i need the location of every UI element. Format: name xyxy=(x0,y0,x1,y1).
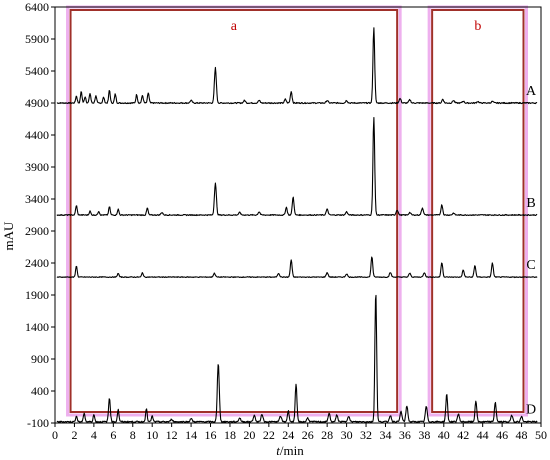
x-tick-label: 18 xyxy=(224,428,236,442)
region-box-b xyxy=(431,9,525,413)
x-tick-label: 24 xyxy=(282,428,294,442)
x-tick-label: 34 xyxy=(379,428,391,442)
y-tick-label: 5900 xyxy=(25,32,49,46)
trace-A xyxy=(56,27,538,105)
y-tick-label: 4900 xyxy=(25,96,49,110)
series-label-D: D xyxy=(526,403,536,418)
x-tick-label: 40 xyxy=(438,428,450,442)
region-label-a: a xyxy=(231,19,238,34)
x-tick-label: 28 xyxy=(321,428,333,442)
y-tick-label: 2400 xyxy=(25,256,49,270)
region-box-a xyxy=(69,9,399,413)
x-tick-label: 26 xyxy=(302,428,314,442)
y-tick-label: 5400 xyxy=(25,64,49,78)
x-tick-label: 16 xyxy=(205,428,217,442)
x-tick-label: 4 xyxy=(91,428,97,442)
plot-frame xyxy=(54,6,542,424)
x-tick-label: 14 xyxy=(185,428,197,442)
x-tick-label: 42 xyxy=(457,428,469,442)
axes-layer: 0 2 4 6 8 10 12 14 16 18 20 22 24 26 28 30 32 34 36 38 40 42 4… xyxy=(25,0,547,442)
region-label-b: b xyxy=(474,19,481,34)
x-tick-label: 36 xyxy=(399,428,411,442)
region-boxes-layer xyxy=(66,5,529,417)
x-tick-label: 8 xyxy=(130,428,136,442)
x-tick-label: 38 xyxy=(418,428,430,442)
y-tick-label: 1400 xyxy=(25,320,49,334)
x-tick-label: 2 xyxy=(71,428,77,442)
x-axis-label-unit: /min xyxy=(280,443,304,458)
x-tick-label: 6 xyxy=(110,428,116,442)
x-axis-label: t/min xyxy=(276,443,304,458)
x-tick-label: 50 xyxy=(535,428,547,442)
y-tick-label: 3400 xyxy=(25,192,49,206)
traces-layer xyxy=(56,27,538,423)
x-tick-label: 0 xyxy=(52,428,58,442)
x-tick-label: 30 xyxy=(341,428,353,442)
x-tick-label: 32 xyxy=(360,428,372,442)
x-tick-label: 10 xyxy=(146,428,158,442)
trace-C xyxy=(56,256,538,279)
y-tick-label: 6400 xyxy=(25,0,49,14)
y-tick-label: 3900 xyxy=(25,160,49,174)
x-tick-label: 22 xyxy=(263,428,275,442)
x-axis-label-italic: t xyxy=(276,443,280,458)
y-tick-label: 1900 xyxy=(25,288,49,302)
region-highlight-b xyxy=(427,5,529,417)
series-label-C: C xyxy=(526,258,535,273)
x-tick-label: 20 xyxy=(243,428,255,442)
x-tick-label: 44 xyxy=(477,428,489,442)
x-tick-label: 48 xyxy=(516,428,528,442)
trace-B xyxy=(56,116,538,217)
labels-layer: a b A B C D xyxy=(231,19,537,418)
y-tick-label: 900 xyxy=(31,352,49,366)
trace-D xyxy=(56,294,538,423)
x-tick-label: 46 xyxy=(496,428,508,442)
x-tick-label: 12 xyxy=(166,428,178,442)
y-tick-label: 4400 xyxy=(25,128,49,142)
series-label-B: B xyxy=(526,196,535,211)
y-axis-label: mAU xyxy=(1,221,16,251)
series-label-A: A xyxy=(526,84,537,99)
y-tick-label: 400 xyxy=(31,384,49,398)
y-tick-label: 2900 xyxy=(25,224,49,238)
y-tick-label: -100 xyxy=(27,416,49,430)
